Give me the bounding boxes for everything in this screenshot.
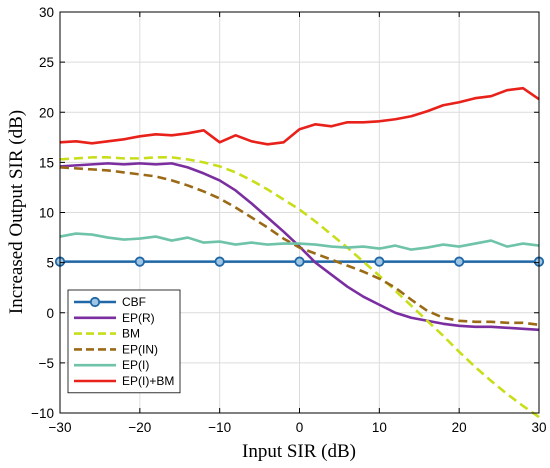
series-line-2 [59,156,540,419]
legend-label: EP(R) [122,311,155,325]
legend-label: EP(I)+BM [122,374,174,388]
series-marker [454,256,465,267]
y-tick-label: 5 [46,256,54,271]
y-tick-label: 15 [39,155,54,170]
y-tick-label: −10 [31,406,54,421]
legend-box [67,289,181,394]
y-tick-label: 0 [46,306,54,321]
y-tick-label: 25 [39,55,54,70]
series-line-5 [59,86,540,146]
x-axis-label: Input SIR (dB) [242,441,356,462]
series-line-3 [59,166,540,327]
series-marker [374,256,385,267]
legend-label: CBF [122,295,146,309]
series-marker [214,256,225,267]
axes: −30 −20 −10 0 10 20 30 −10 −5 0 5 10 15 20 25 30 [31,5,546,435]
y-tick-label: 20 [39,105,54,120]
y-tick-label: −5 [39,356,54,371]
x-tick-label: −10 [208,420,231,435]
x-tick-label: −20 [128,420,151,435]
legend-label: EP(IN) [122,342,158,356]
series-line-4 [59,232,540,251]
y-tick-label: 30 [39,5,54,20]
x-tick-label: 20 [452,420,467,435]
legend-label: BM [122,327,140,341]
x-tick-label: 30 [531,420,546,435]
x-tick-label: −30 [49,420,72,435]
x-tick-label: 0 [296,420,304,435]
y-axis-label: Increased Output SIR (dB) [6,110,27,314]
series-marker [134,256,145,267]
y-tick-label: 10 [39,206,54,221]
series-marker [294,256,305,267]
legend-label: EP(I) [122,358,149,372]
legend-marker [89,296,101,308]
x-tick-label: 10 [372,420,387,435]
